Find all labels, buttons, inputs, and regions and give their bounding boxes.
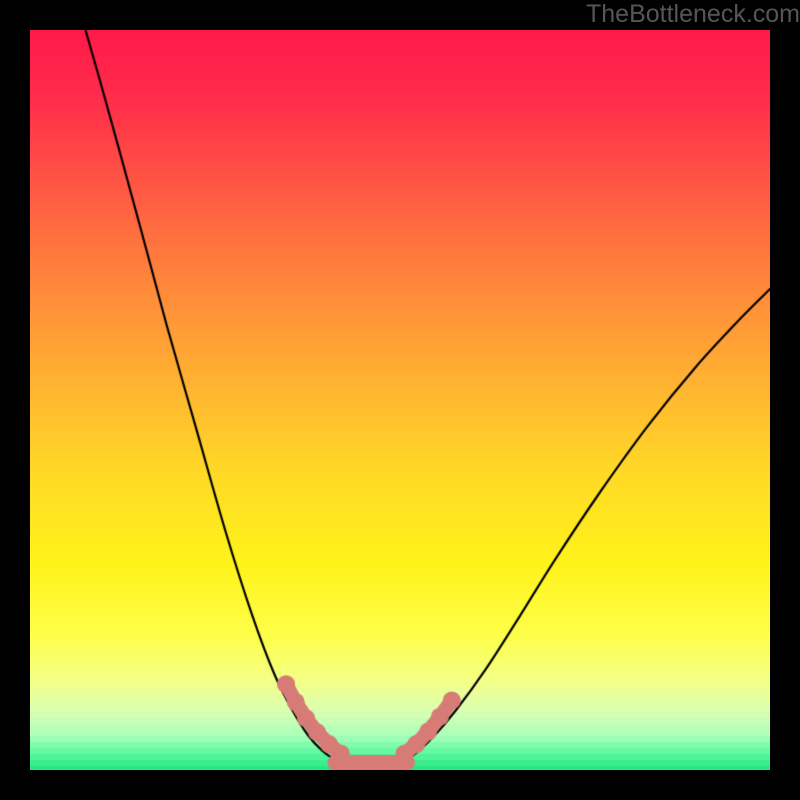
- v-curve-chart: [30, 30, 770, 770]
- plot-area: [30, 30, 770, 770]
- watermark-text: TheBottleneck.com: [542, 0, 800, 28]
